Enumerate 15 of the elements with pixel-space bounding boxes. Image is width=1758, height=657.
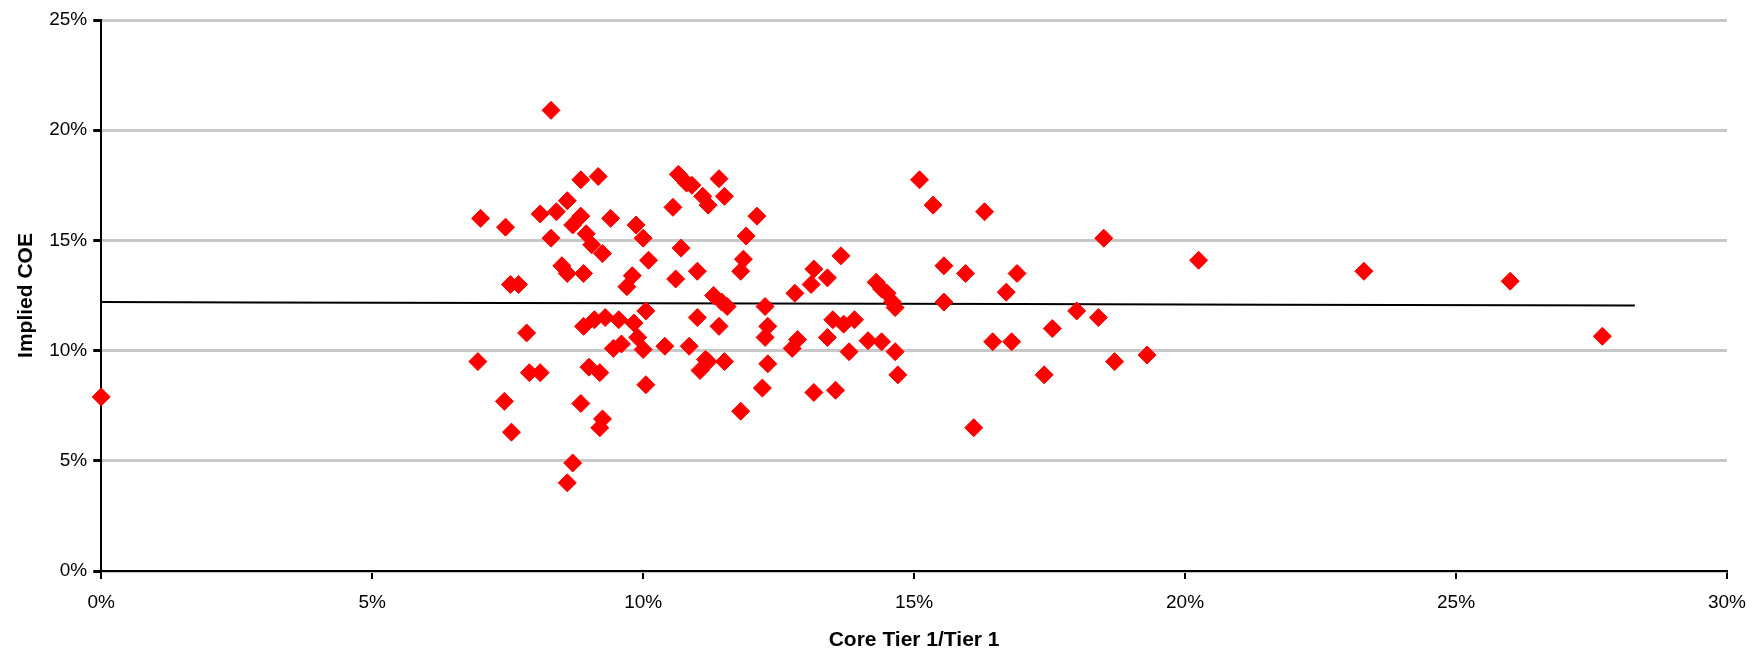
x-tick-label: 5%	[358, 590, 387, 612]
x-tick-label: 15%	[895, 590, 934, 612]
y-tick-label: 20%	[49, 118, 88, 140]
y-tick-label: 5%	[59, 449, 88, 471]
x-axis-title: Core Tier 1/Tier 1	[828, 627, 1000, 651]
y-tick-label: 10%	[49, 338, 88, 360]
x-tick-label: 10%	[624, 590, 663, 612]
x-tick-label: 25%	[1437, 590, 1476, 612]
y-tick-label: 15%	[49, 228, 88, 250]
x-tick-label: 30%	[1707, 590, 1747, 612]
y-axis-title: Implied COE	[13, 233, 37, 358]
x-tick-label: 0%	[87, 590, 116, 612]
y-tick-label: 25%	[49, 8, 88, 30]
y-tick-label: 0%	[59, 559, 88, 581]
x-tick-label: 20%	[1166, 590, 1205, 612]
